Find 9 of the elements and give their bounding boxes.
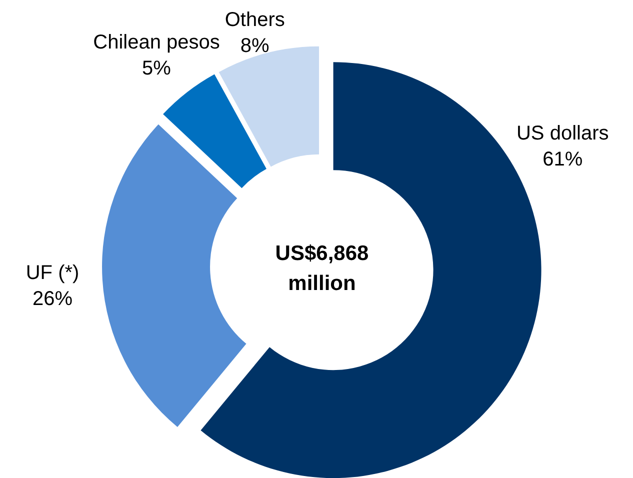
slice-label: UF (*) <box>26 262 80 284</box>
data-label: 61% <box>542 148 583 171</box>
text: US$6,868 million <box>275 242 370 295</box>
data-label: 5% <box>142 58 172 80</box>
data-label: 8% <box>240 35 270 57</box>
data-label: 26% <box>32 288 73 310</box>
slice-label: US dollars <box>516 122 609 145</box>
slice-label: Chilean pesos <box>93 32 220 54</box>
slice-label: Others <box>224 9 285 31</box>
